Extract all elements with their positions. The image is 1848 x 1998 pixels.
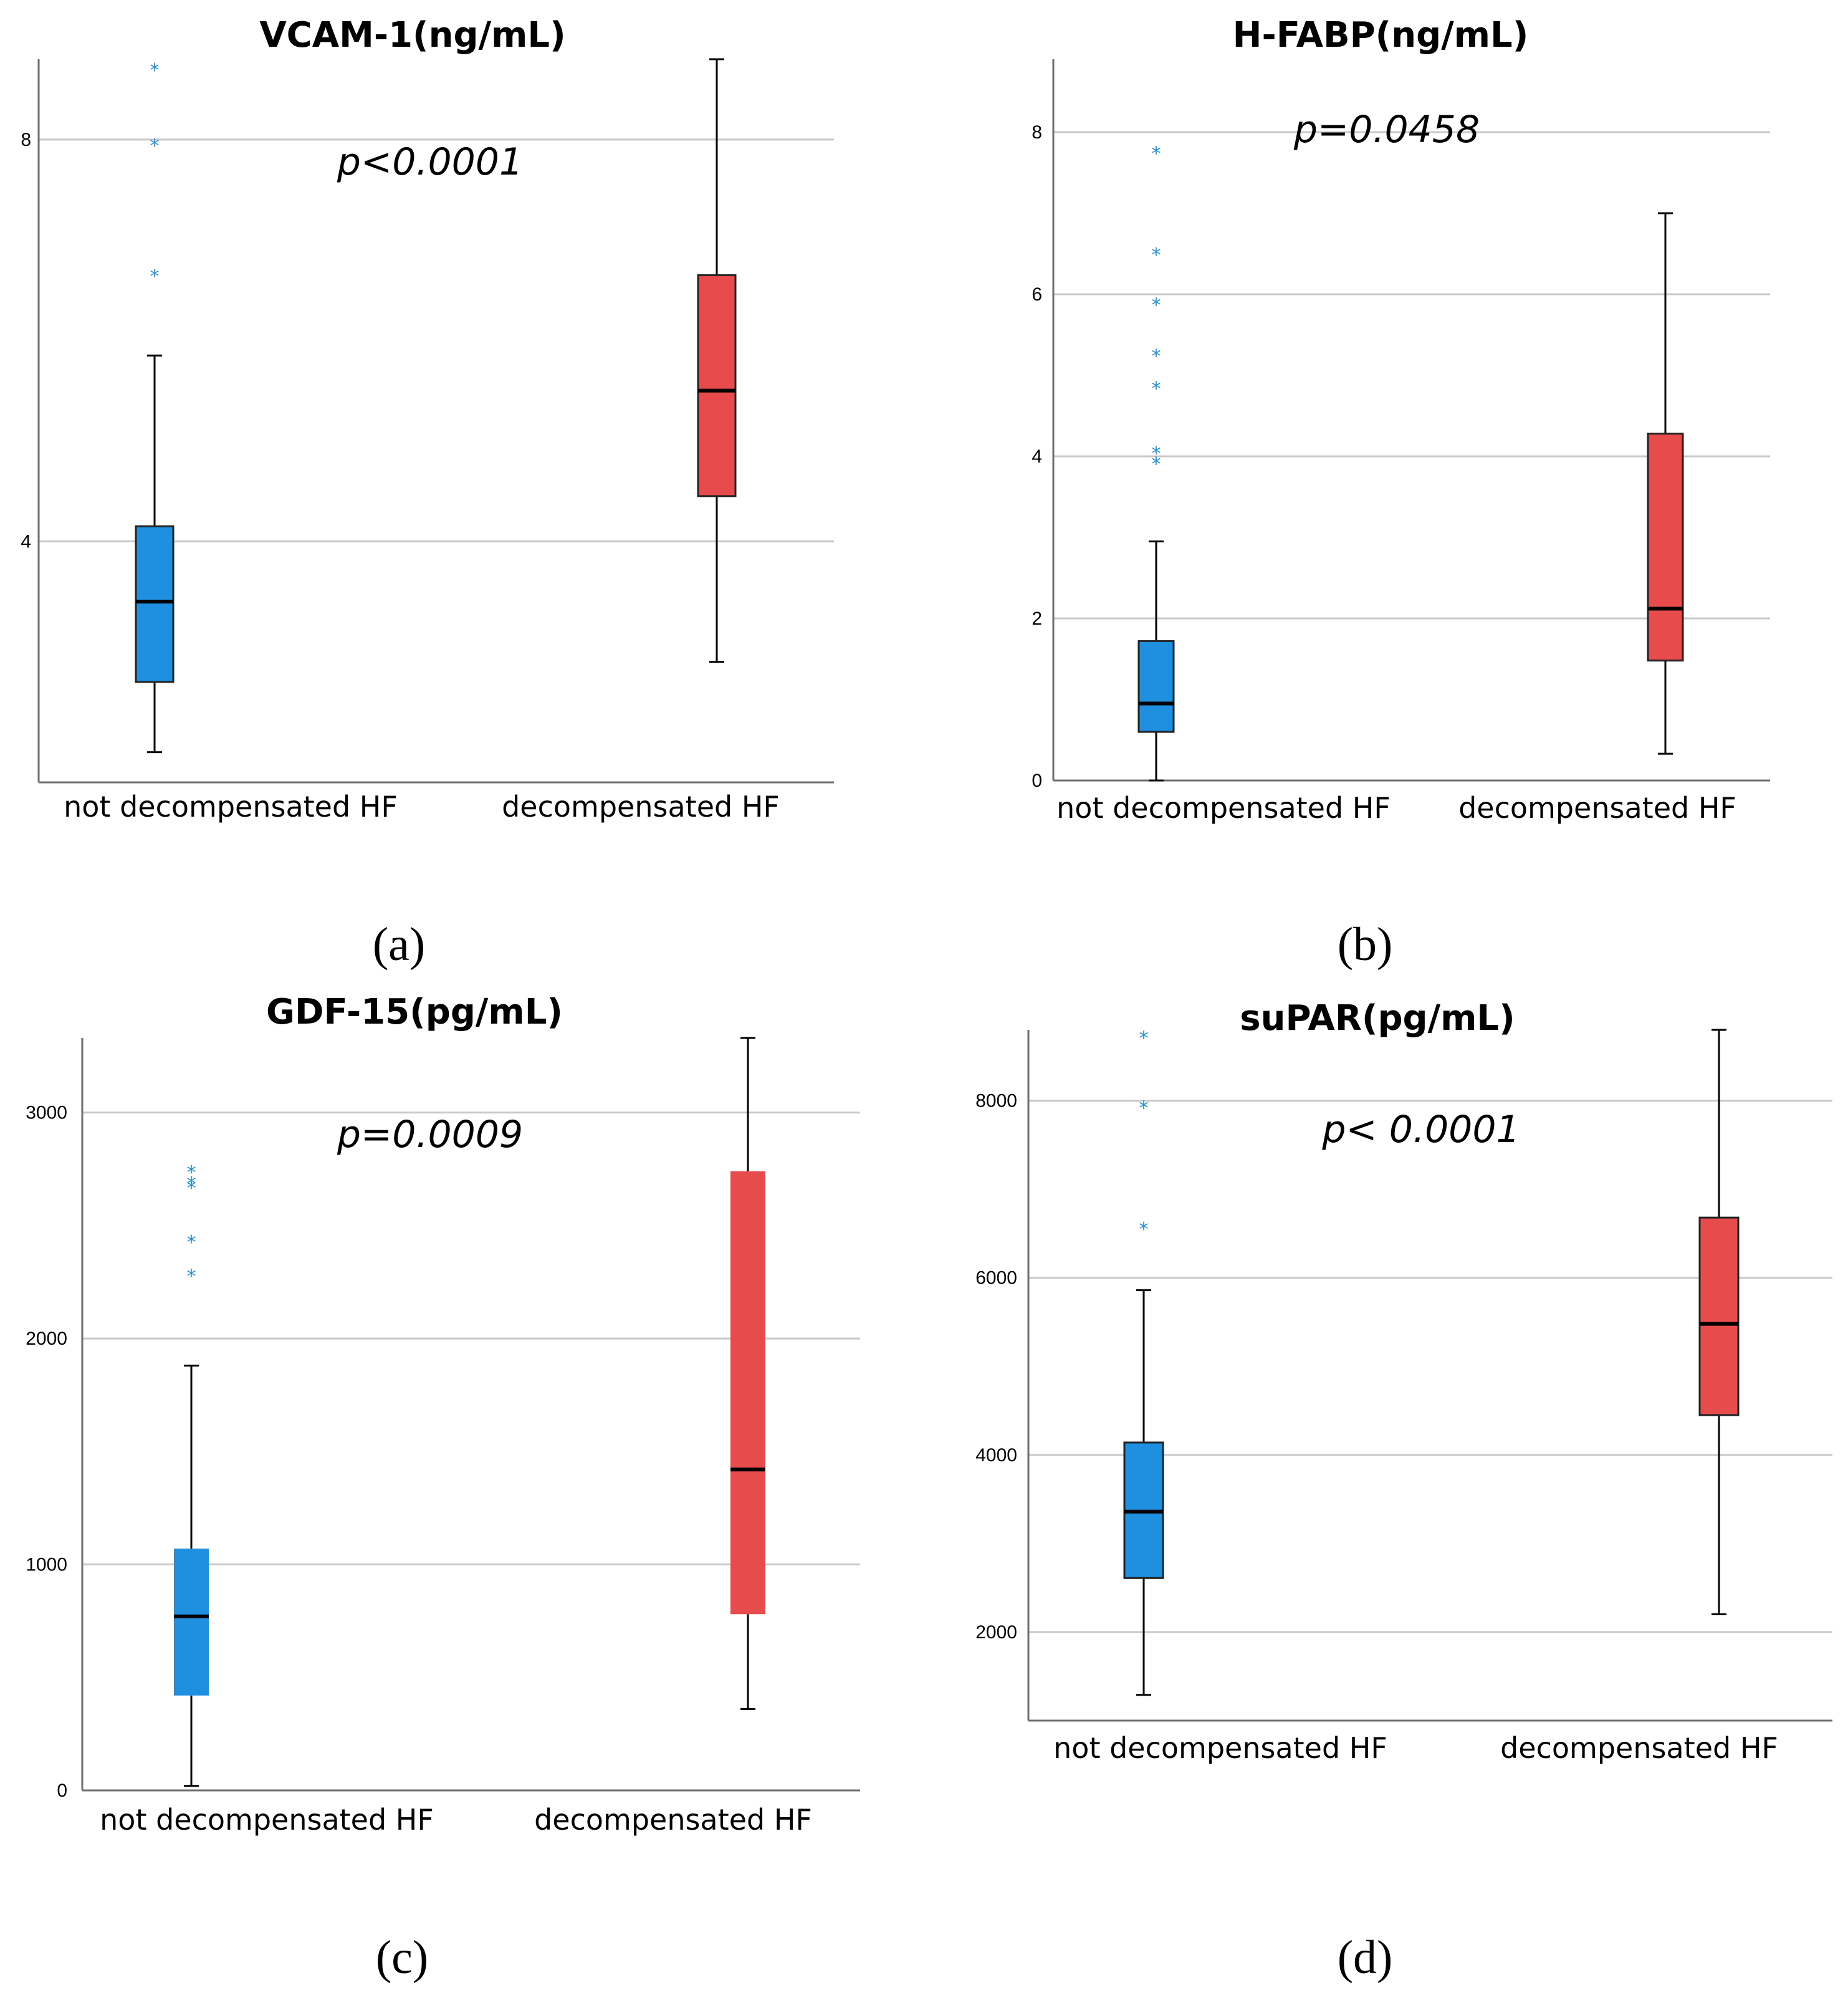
- chart-title: suPAR(pg/mL): [1240, 998, 1515, 1039]
- outlier-marker: *: [1139, 1027, 1149, 1049]
- chart-panel-4: 2000 4000 6000 8000 suPAR(pg/mL) p< 0.0001 * * *…: [975, 998, 1832, 1984]
- box-decompensated: [697, 274, 737, 497]
- outlier-marker: *: [187, 1266, 196, 1288]
- y-tick-label: 2: [1032, 608, 1042, 629]
- p-value-annotation: p=0.0458: [1293, 108, 1480, 151]
- outlier-marker: *: [1152, 378, 1161, 400]
- category-label: decompensated HF: [1458, 791, 1736, 825]
- outlier-marker: *: [187, 1232, 196, 1254]
- chart-title: H-FABP(ng/mL): [1233, 15, 1529, 55]
- outlier-marker: *: [150, 135, 160, 157]
- box-not-decompensated: [174, 1549, 209, 1696]
- y-tick-label: 4: [1032, 446, 1042, 467]
- category-label: not decompensated HF: [64, 790, 398, 824]
- outlier-marker: *: [1152, 143, 1161, 165]
- p-value-annotation: p=0.0009: [337, 1113, 523, 1156]
- chart-title: VCAM-1(ng/mL): [259, 15, 565, 55]
- outlier-marker: *: [187, 1173, 196, 1195]
- panel-label: (b): [1338, 918, 1393, 971]
- category-label: decompensated HF: [534, 1803, 812, 1837]
- box-decompensated: [1647, 433, 1684, 662]
- p-value-annotation: p<0.0001: [337, 140, 523, 184]
- y-tick-label: 6: [1032, 284, 1042, 305]
- panel-label: (c): [376, 1931, 428, 1984]
- box-not-decompensated: [1137, 640, 1175, 733]
- category-label: decompensated HF: [1500, 1731, 1778, 1765]
- outlier-marker: *: [150, 266, 160, 287]
- chart-panel-1: 4 8 VCAM-1(ng/mL) p<0.0001 * * * not decompensa…: [21, 15, 834, 971]
- y-tick-label: 1000: [26, 1555, 67, 1575]
- y-tick-label: 0: [1032, 771, 1042, 791]
- y-tick-label: 3000: [26, 1103, 67, 1123]
- outlier-marker: *: [150, 60, 160, 82]
- y-tick-label: 2000: [26, 1328, 67, 1349]
- chart-panel-3: 0100020003000GDF-15(pg/mL)p=0.0009*****n…: [26, 992, 860, 1984]
- y-tick-label: 8000: [975, 1091, 1017, 1112]
- category-label: not decompensated HF: [1053, 1731, 1387, 1765]
- y-tick-label: 8: [1032, 122, 1042, 143]
- category-label: not decompensated HF: [1056, 791, 1391, 825]
- box-decompensated: [730, 1171, 765, 1615]
- y-tick-label: 4: [21, 531, 31, 552]
- outlier-marker: *: [1152, 244, 1161, 266]
- y-tick-label: 2000: [975, 1622, 1017, 1643]
- outlier-marker: *: [1152, 453, 1161, 475]
- outlier-marker: *: [1152, 346, 1161, 368]
- outlier-marker: *: [1152, 295, 1161, 317]
- outlier-marker: *: [1152, 443, 1161, 465]
- outlier-marker: *: [1139, 1098, 1149, 1120]
- box-not-decompensated: [135, 525, 175, 683]
- outlier-marker: *: [1139, 1219, 1149, 1241]
- y-tick-label: 0: [57, 1780, 67, 1801]
- outlier-marker: *: [187, 1178, 196, 1199]
- y-tick-label: 4000: [975, 1445, 1017, 1466]
- y-tick-label: 6000: [975, 1268, 1017, 1289]
- y-tick-label: 8: [21, 130, 31, 150]
- box-decompensated: [1698, 1216, 1740, 1416]
- chart-title: GDF-15(pg/mL): [266, 992, 563, 1032]
- panel-label: (d): [1338, 1931, 1393, 1984]
- panel-label: (a): [373, 918, 425, 971]
- category-label: decompensated HF: [502, 790, 780, 824]
- category-label: not decompensated HF: [100, 1803, 434, 1837]
- outlier-marker: *: [187, 1162, 196, 1184]
- p-value-annotation: p< 0.0001: [1321, 1108, 1520, 1151]
